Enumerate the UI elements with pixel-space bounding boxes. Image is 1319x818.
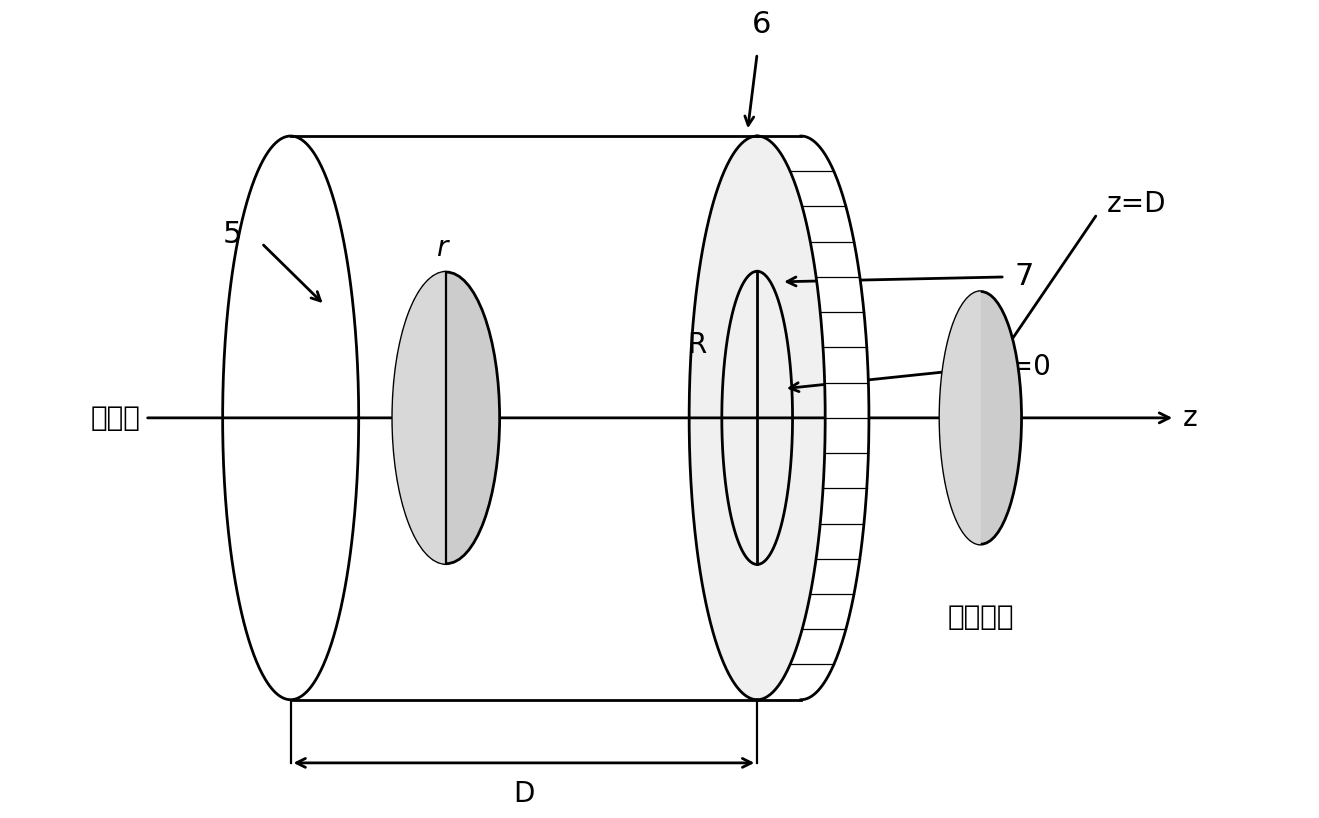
Text: 镇像电荷: 镇像电荷 [947, 603, 1014, 631]
Text: r: r [435, 235, 447, 263]
Text: z: z [1183, 404, 1198, 432]
Text: z=D: z=D [1107, 190, 1166, 218]
Ellipse shape [940, 291, 1021, 544]
Polygon shape [290, 136, 757, 699]
Text: D: D [513, 780, 534, 808]
Ellipse shape [689, 136, 826, 699]
Polygon shape [223, 136, 359, 699]
Ellipse shape [393, 272, 500, 564]
Text: 5: 5 [223, 220, 243, 249]
Text: 源电荷: 源电荷 [90, 404, 140, 432]
Polygon shape [757, 136, 869, 699]
Text: 6: 6 [752, 10, 772, 38]
Polygon shape [940, 291, 981, 544]
Ellipse shape [223, 136, 359, 699]
Text: R: R [687, 330, 707, 358]
Text: z=0: z=0 [996, 353, 1051, 381]
Text: 7: 7 [1014, 263, 1034, 291]
Polygon shape [393, 272, 446, 564]
